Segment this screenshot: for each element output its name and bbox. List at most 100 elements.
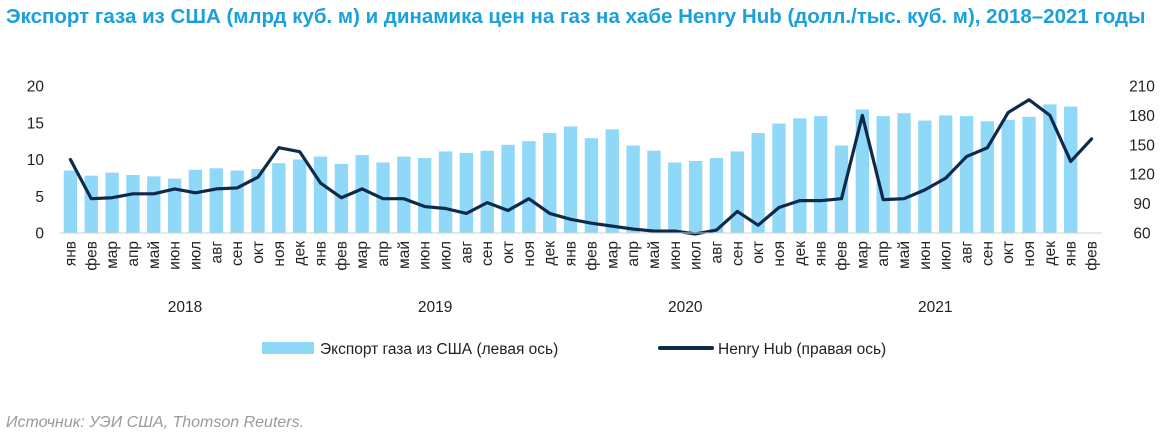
right-tick-label: 120 (1129, 167, 1155, 184)
henry-hub-series-line (68, 98, 1094, 236)
bar (418, 158, 432, 233)
month-label: янв (813, 241, 830, 266)
month-label: июн (417, 241, 434, 270)
bar (730, 151, 744, 233)
right-tick-label: 90 (1133, 196, 1151, 213)
year-label: 2019 (418, 299, 452, 316)
bar (355, 155, 369, 233)
source-note: Источник: УЭИ США, Thomson Reuters. (6, 414, 305, 431)
month-label: май (646, 241, 663, 269)
month-label: окт (500, 241, 517, 264)
month-label: июн (667, 241, 684, 270)
right-axis: 60 90 120 150 180 210 (1129, 79, 1155, 243)
month-label: июл (438, 241, 455, 270)
bar (209, 168, 223, 233)
month-label: янв (563, 241, 580, 266)
month-label: сен (479, 241, 496, 266)
year-label: 2018 (168, 299, 202, 316)
month-label: дек (542, 241, 559, 266)
left-axis: 0 5 10 15 20 (27, 79, 45, 243)
month-label: дек (1042, 241, 1059, 266)
left-tick-label: 20 (27, 79, 45, 96)
bar (522, 141, 536, 234)
month-label: ноя (1021, 241, 1038, 267)
month-label: фев (1084, 241, 1101, 271)
month-label: июл (938, 241, 955, 270)
month-label: сен (229, 241, 246, 266)
henry-hub-line (68, 98, 1094, 236)
month-label: апр (625, 241, 642, 267)
bar (1001, 119, 1015, 233)
bar (230, 170, 244, 233)
month-label: дек (292, 241, 309, 266)
month-label: апр (375, 241, 392, 267)
month-label: сен (729, 241, 746, 266)
bar (397, 156, 411, 233)
month-label: май (896, 241, 913, 269)
bar (605, 129, 619, 233)
bar (918, 120, 932, 233)
bar (292, 159, 307, 233)
bar (251, 169, 265, 233)
bar (959, 116, 974, 233)
month-label: авг (458, 241, 475, 264)
left-tick-label: 15 (27, 115, 44, 132)
bar (313, 156, 328, 233)
bar (188, 169, 203, 233)
month-label: фев (83, 241, 100, 271)
bar (834, 145, 849, 233)
bar (272, 163, 286, 233)
month-label: авг (959, 241, 976, 264)
bar (84, 175, 98, 233)
right-tick-label: 150 (1129, 137, 1155, 154)
month-label: фев (583, 241, 600, 271)
left-tick-label: 5 (35, 189, 44, 206)
month-label: мар (354, 241, 371, 269)
legend-label-export: Экспорт газа из США (левая ось) (320, 341, 558, 358)
bar (147, 176, 161, 233)
bar (751, 133, 765, 233)
month-label: окт (750, 241, 767, 264)
month-label: июл (688, 241, 705, 270)
bar (793, 118, 807, 233)
month-label: фев (834, 241, 851, 271)
bar (1064, 106, 1078, 233)
month-label: фев (333, 241, 350, 271)
bar (501, 144, 515, 233)
legend-swatch-export (262, 342, 314, 354)
month-label: июн (167, 241, 184, 270)
bar (939, 115, 953, 233)
bar (813, 116, 828, 233)
bar (543, 133, 557, 233)
bar (1022, 116, 1036, 233)
right-tick-label: 210 (1129, 79, 1155, 96)
bar (438, 151, 453, 233)
month-label: апр (125, 241, 142, 267)
month-label: мар (604, 241, 621, 269)
month-label: май (146, 241, 163, 269)
bar (626, 145, 640, 233)
month-label: мар (104, 241, 121, 269)
month-label: ноя (771, 241, 788, 267)
chart-title: Экспорт газа из США (млрд куб. м) и дина… (6, 5, 1146, 28)
bar (480, 150, 494, 233)
month-label: авг (208, 241, 225, 264)
month-label: дек (792, 241, 809, 266)
year-label: 2020 (668, 299, 703, 316)
month-label: ноя (521, 241, 538, 267)
month-label: сен (979, 241, 996, 266)
month-label: апр (875, 241, 892, 267)
left-tick-label: 10 (27, 152, 45, 169)
month-label: июн (917, 241, 934, 270)
month-label: окт (1000, 241, 1017, 264)
month-label: авг (708, 241, 725, 264)
bar (563, 126, 578, 233)
x-axis: янв фев мар апр май июн июл авг сен окт ноя дек янв ф… (60, 232, 1102, 316)
bar (1043, 104, 1057, 234)
bar (167, 178, 182, 233)
bar (772, 123, 786, 233)
right-tick-label: 60 (1133, 226, 1151, 243)
year-label: 2021 (918, 299, 952, 316)
bar (688, 160, 703, 233)
legend-label-henry-hub: Henry Hub (правая ось) (718, 341, 886, 358)
